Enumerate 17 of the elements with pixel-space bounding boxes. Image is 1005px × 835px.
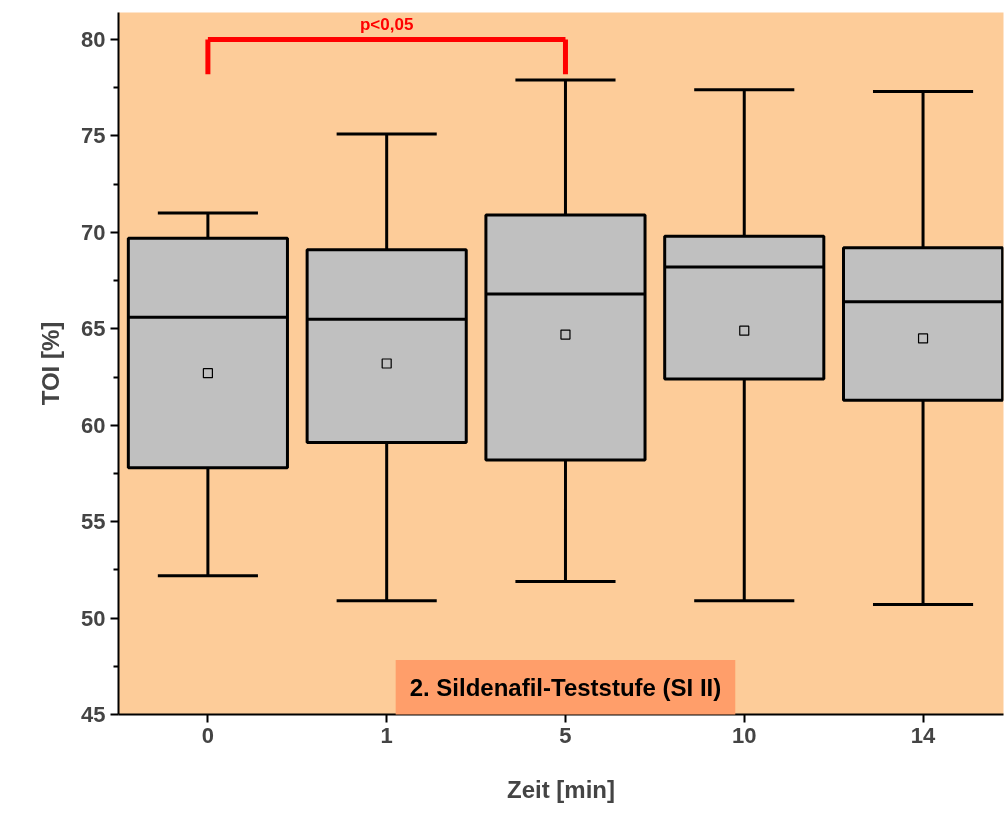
y-tick-label: 45 <box>81 702 106 727</box>
y-tick-label: 50 <box>81 605 106 631</box>
annotation: p<0,05 <box>359 14 414 34</box>
y-tick-label: 55 <box>81 509 106 535</box>
y-tick-label: 75 <box>81 123 106 149</box>
x-axis-title: Zeit [min] <box>507 775 616 803</box>
y-tick-label: 65 <box>81 316 106 342</box>
y-axis-title: TOI [%] <box>37 321 65 406</box>
x-tick-label: 0 <box>201 722 215 748</box>
y-tick-label: 70 <box>81 219 106 245</box>
y-tick-label: 80 <box>81 27 106 52</box>
y-tick-label: 60 <box>81 412 106 438</box>
x-tick-label: 1 <box>380 722 393 748</box>
x-tick-label: 5 <box>559 722 572 748</box>
x-tick-label: 10 <box>732 722 757 748</box>
annotation: 2. Sildenafil-Teststufe (SI II) <box>409 674 722 701</box>
x-tick-label: 14 <box>910 722 937 748</box>
